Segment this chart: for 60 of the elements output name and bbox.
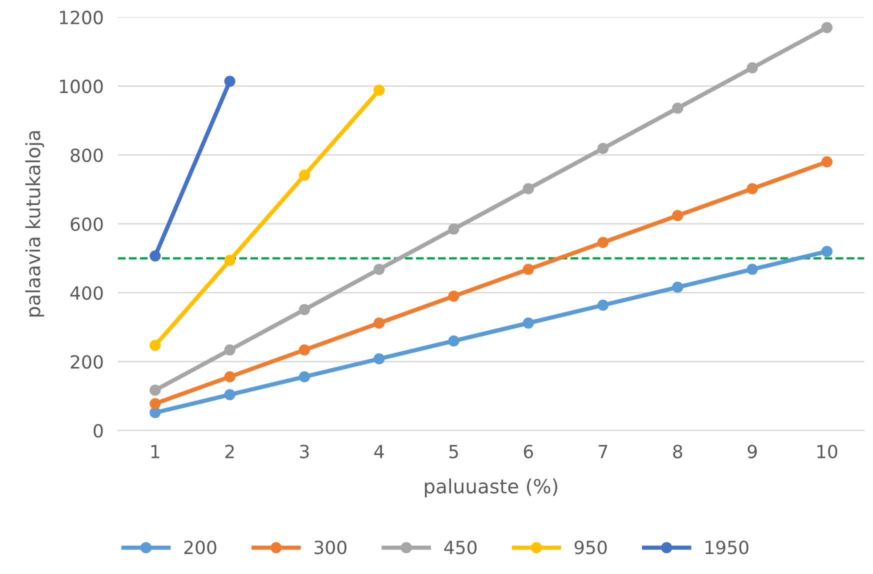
point (597, 142, 609, 154)
y-tick-label: 400 (70, 286, 103, 300)
point (150, 250, 161, 262)
point (522, 317, 534, 329)
x-tick-label: 2 (225, 444, 234, 458)
x-tick-label: 10 (817, 444, 838, 458)
point (746, 62, 758, 74)
point (448, 290, 460, 302)
point (597, 300, 609, 311)
point (672, 282, 684, 293)
point (522, 264, 534, 275)
point (672, 210, 684, 222)
x-tick-label: 3 (300, 444, 309, 458)
point (522, 183, 534, 194)
point (374, 264, 385, 275)
y-tick-label: 0 (94, 424, 103, 438)
point (298, 371, 310, 382)
point (448, 223, 460, 235)
y-tick-label: 200 (70, 355, 103, 369)
point (150, 407, 161, 418)
point (150, 398, 161, 410)
point (150, 384, 161, 396)
point (298, 170, 310, 181)
x-tick-label: 5 (449, 444, 458, 458)
legend-label: 300 (314, 540, 346, 554)
point (224, 344, 236, 356)
y-axis-title: palaavia kutukaloja (25, 131, 44, 317)
point (224, 254, 236, 266)
point (746, 183, 758, 194)
point (224, 389, 236, 400)
point (298, 344, 310, 356)
point (224, 371, 236, 382)
legend-label: 450 (444, 540, 477, 554)
x-tick-label: 7 (598, 444, 608, 458)
point (597, 236, 609, 248)
point (821, 156, 833, 168)
legend-label: 1950 (706, 540, 748, 554)
point (298, 304, 310, 316)
point (224, 76, 236, 87)
x-axis-title: paluuaste (%) (424, 478, 558, 498)
point (150, 340, 161, 351)
x-tick-label: 6 (524, 444, 533, 458)
x-tick-label: 8 (673, 444, 682, 458)
y-tick-label: 1000 (60, 80, 103, 94)
point (746, 264, 758, 275)
x-tick-label: 9 (748, 444, 757, 458)
y-tick-label: 600 (70, 217, 103, 231)
x-tick-label: 4 (374, 444, 384, 458)
point (672, 102, 684, 114)
point (821, 246, 833, 257)
y-tick-label: 800 (70, 148, 103, 162)
point (374, 84, 385, 96)
legend-label: 200 (184, 540, 216, 554)
point (821, 22, 833, 34)
x-tick-label: 1 (151, 444, 160, 458)
y-tick-label: 1200 (60, 10, 103, 24)
point (374, 353, 385, 364)
legend-label: 950 (574, 540, 607, 554)
point (374, 317, 385, 329)
point (448, 335, 460, 347)
